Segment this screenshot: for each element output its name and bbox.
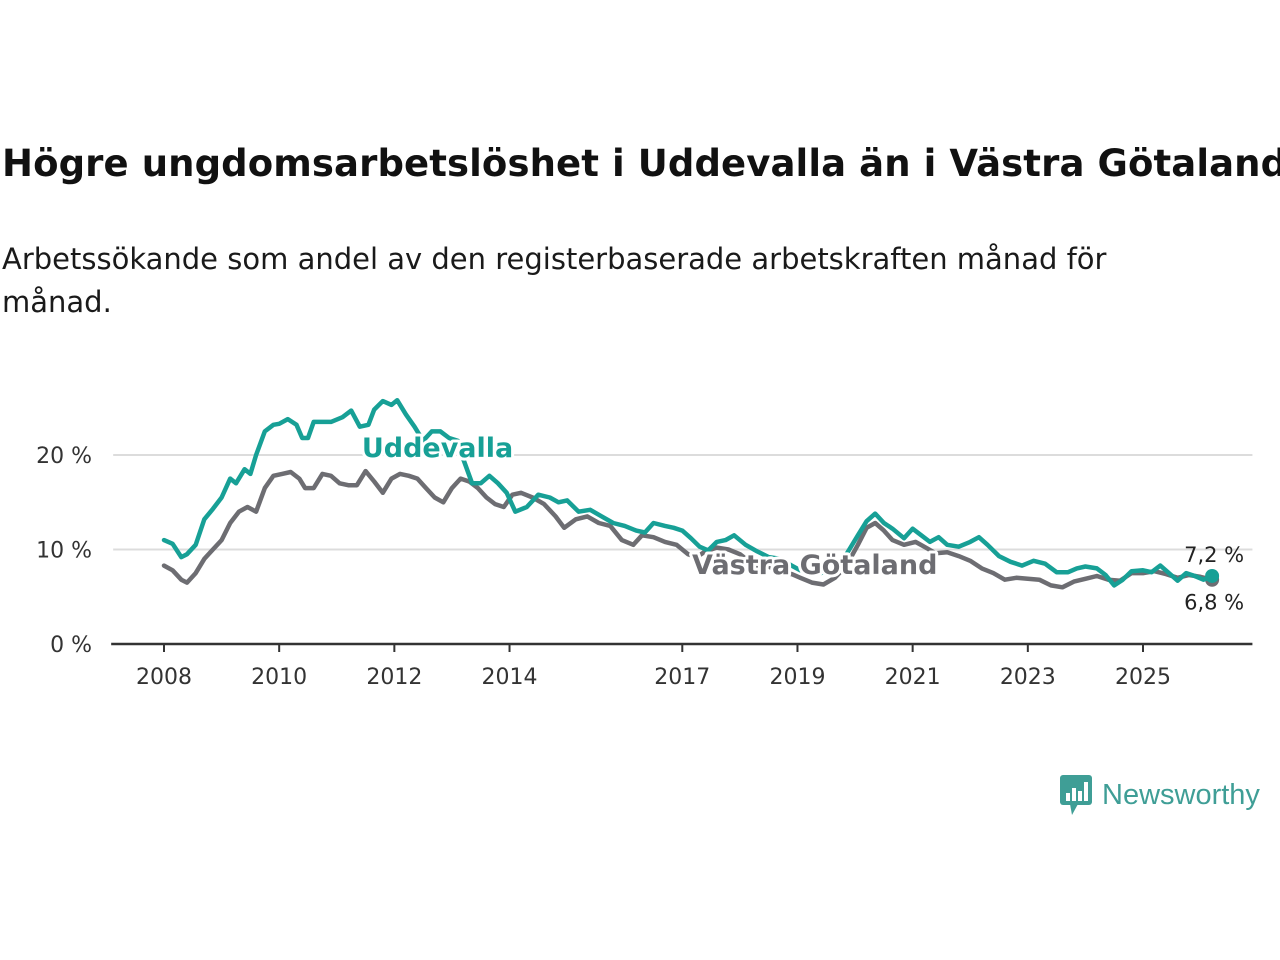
newsworthy-logo-icon (1060, 775, 1092, 815)
end-value-uddevalla: 7,2 % (1184, 543, 1244, 567)
x-tick-label: 2010 (251, 665, 307, 690)
x-tick-label: 2021 (885, 665, 941, 690)
chart-title: Högre ungdomsarbetslöshet i Uddevalla än… (2, 142, 1280, 185)
chart-subtitle: Arbetssökande som andel av den registerb… (2, 242, 1107, 319)
x-tick-label: 2025 (1115, 665, 1171, 690)
x-tick-label: 2014 (482, 665, 538, 690)
x-tick-label: 2023 (1000, 665, 1056, 690)
series-label-uddevalla: Uddevalla (362, 433, 513, 464)
brand-name: Newsworthy (1102, 778, 1260, 811)
series-line-vastra-gotaland (161, 468, 1215, 590)
y-tick-label: 20 % (36, 444, 92, 469)
x-tick-label: 2019 (769, 665, 825, 690)
y-tick-label: 10 % (36, 539, 92, 564)
x-tick-label: 2017 (654, 665, 710, 690)
series-endpoint-marker (1205, 568, 1220, 583)
x-tick-label: 2008 (136, 665, 192, 690)
y-tick-label: 0 % (50, 633, 92, 658)
brand-logo: Newsworthy (1058, 773, 1260, 817)
x-axis: 2008 2010 2012 2014 2017 2019 2021 2023 2025 (136, 644, 1171, 690)
end-value-vastra-gotaland: 6,8 % (1184, 591, 1244, 615)
series-labels: Uddevalla 7,2 % Västra Götaland 6,8 % (359, 430, 1244, 615)
series-line-uddevalla (161, 397, 1215, 588)
x-tick-label: 2012 (366, 665, 422, 690)
series-lines (161, 397, 1220, 590)
line-chart: 0 % 10 % 20 % 2008 2010 2012 2014 2017 2019 2021… (36, 397, 1253, 690)
y-axis: 0 % 10 % 20 % (36, 444, 92, 658)
series-label-vastra-gotaland: Västra Götaland (692, 550, 937, 581)
grid-lines (113, 454, 1253, 551)
